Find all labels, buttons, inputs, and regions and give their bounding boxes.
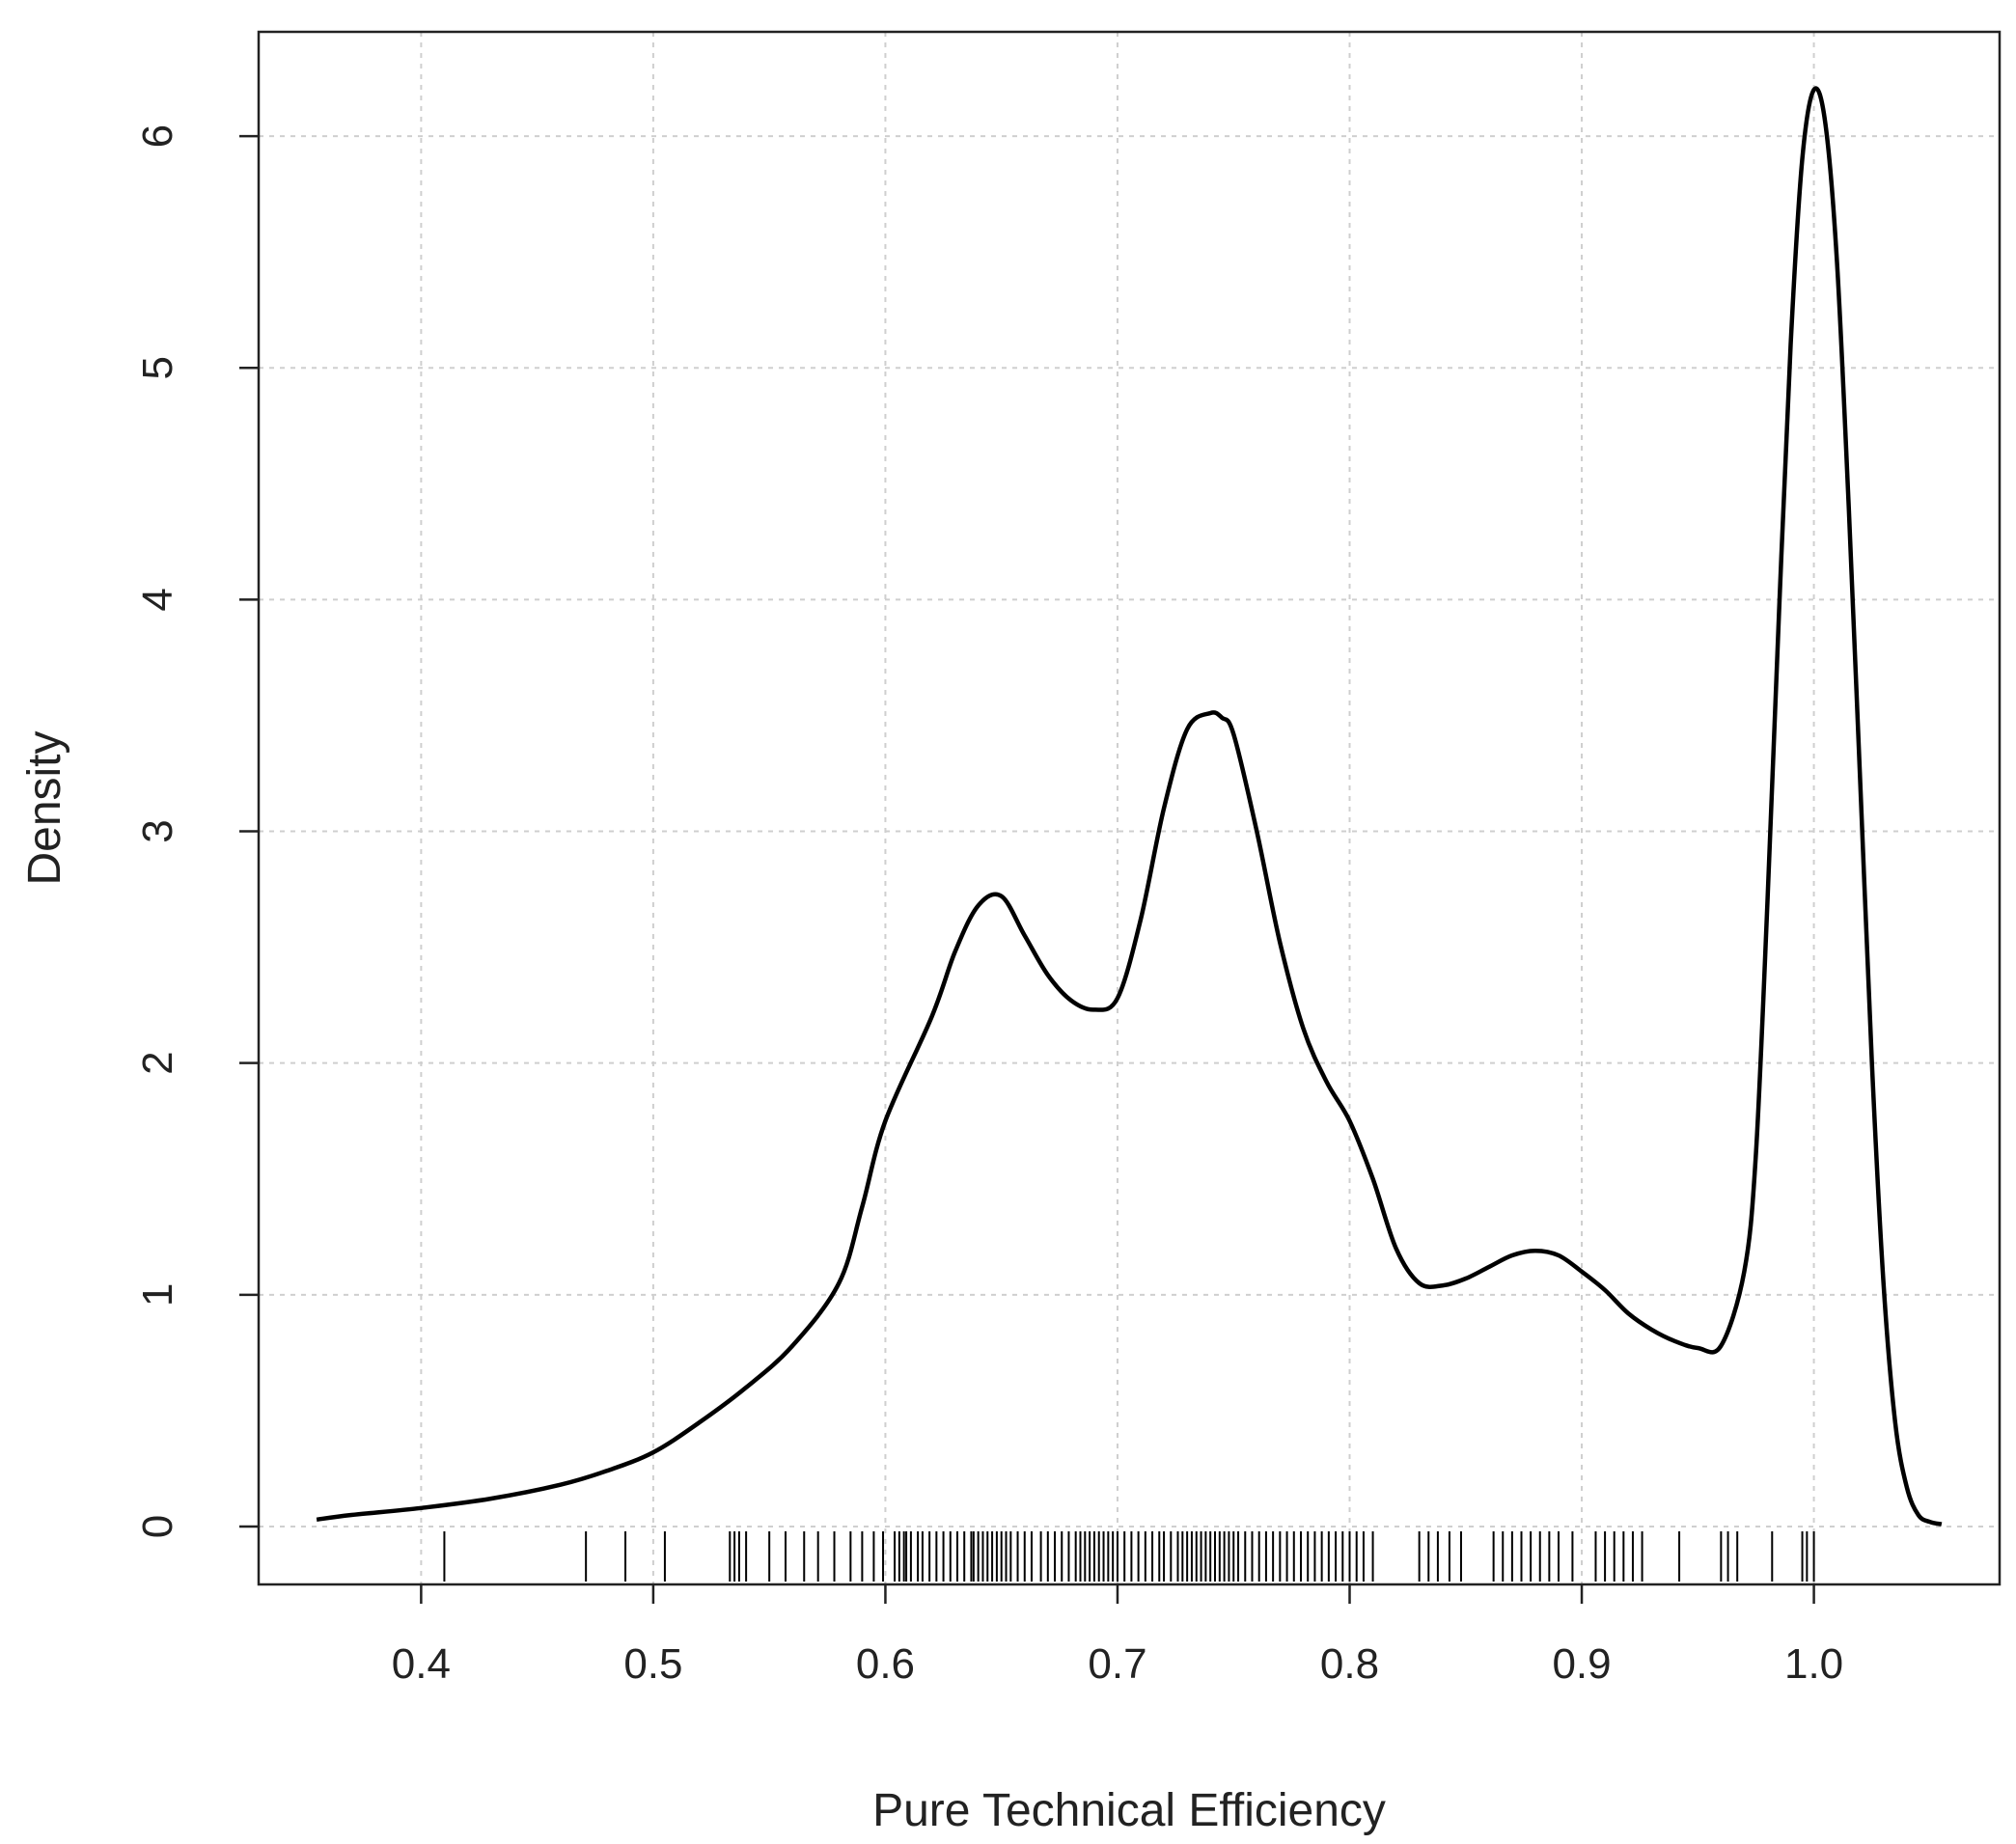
y-tick-label: 5 (134, 356, 181, 379)
y-tick-label: 3 (134, 819, 181, 842)
x-axis-title: Pure Technical Efficiency (872, 1785, 1386, 1836)
x-tick-label: 1.0 (1784, 1640, 1843, 1688)
y-tick-label: 4 (134, 588, 181, 611)
grid-lines (259, 32, 2000, 1584)
density-series (316, 86, 1943, 1527)
rug-marks (443, 1531, 1815, 1582)
y-tick-label: 2 (134, 1051, 181, 1074)
x-tick-label: 0.9 (1552, 1640, 1611, 1688)
density-curve (316, 86, 1943, 1527)
x-tick-label: 0.8 (1320, 1640, 1379, 1688)
x-tick-label: 0.5 (623, 1640, 682, 1688)
y-axis: 0 1 2 3 4 5 6 (134, 124, 259, 1538)
y-tick-label: 6 (134, 124, 181, 148)
x-tick-label: 0.4 (392, 1640, 451, 1688)
y-tick-label: 1 (134, 1283, 181, 1307)
x-axis: 0.4 0.5 0.6 0.7 0.8 0.9 1.0 (392, 1584, 1843, 1688)
x-tick-label: 0.7 (1088, 1640, 1146, 1688)
plot-frame (257, 30, 2002, 1586)
y-tick-label: 0 (134, 1515, 181, 1538)
y-axis-title: Density (19, 730, 70, 885)
x-tick-label: 0.6 (856, 1640, 915, 1688)
